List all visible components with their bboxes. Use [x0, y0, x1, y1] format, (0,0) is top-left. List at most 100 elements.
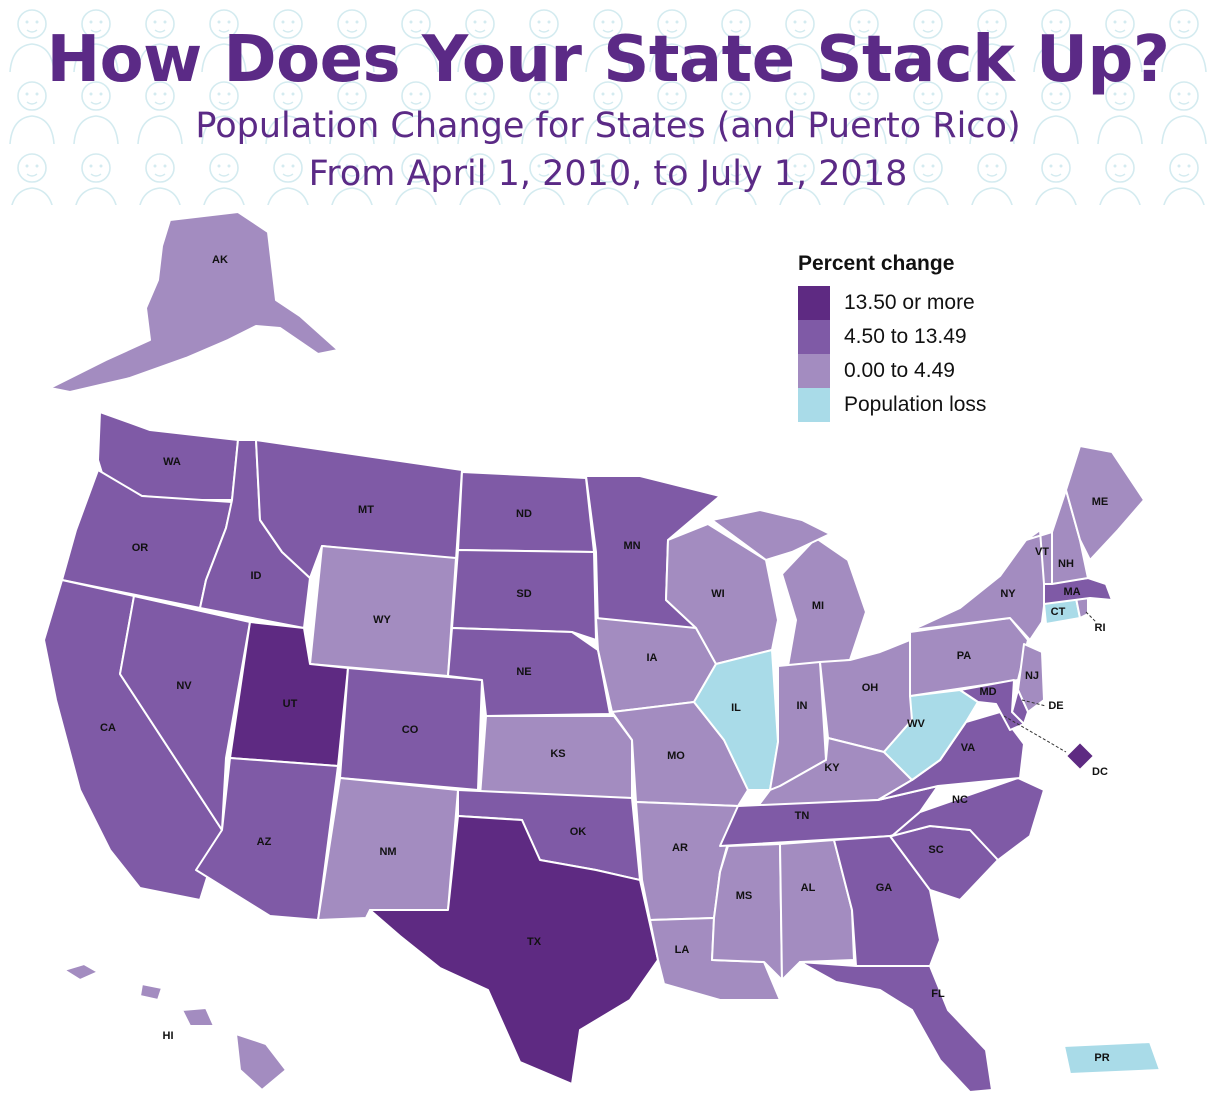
- state-label-hi: HI: [163, 1030, 174, 1042]
- state-hi: [235, 1033, 287, 1091]
- state-nc: [891, 777, 1045, 861]
- state-label-mi: MI: [812, 600, 824, 612]
- state-label-ct: CT: [1051, 606, 1066, 618]
- legend-title: Percent change: [798, 252, 955, 275]
- hawaii-island-small: [181, 1007, 215, 1027]
- state-pr: [1063, 1041, 1161, 1075]
- state-label-ms: MS: [736, 890, 753, 902]
- state-label-mo: MO: [667, 750, 685, 762]
- state-label-wi: WI: [711, 588, 724, 600]
- state-label-ky: KY: [824, 762, 840, 774]
- state-label-oh: OH: [862, 682, 879, 694]
- state-label-sc: SC: [928, 844, 943, 856]
- ri-leader-line: [1085, 611, 1097, 623]
- legend-swatch: [798, 354, 830, 388]
- state-az: [195, 757, 339, 921]
- state-label-de: DE: [1048, 700, 1063, 712]
- state-label-co: CO: [402, 724, 419, 736]
- subtitle-line-1: Population Change for States (and Puerto…: [195, 106, 1021, 146]
- state-label-wa: WA: [163, 456, 181, 468]
- state-label-ri: RI: [1095, 622, 1106, 634]
- state-label-ak: AK: [212, 254, 228, 266]
- state-labels: AK WA OR CA ID NV MT WY UT AZ CO NM ND SD NE KS OK TX MN IA…: [100, 254, 1110, 1064]
- state-label-il: IL: [731, 702, 741, 714]
- state-nh: [1051, 489, 1089, 585]
- legend: Percent change 13.50 or more 4.50 to 13.…: [798, 252, 1058, 422]
- state-wy: [309, 545, 457, 677]
- state-nj: [1017, 643, 1045, 713]
- state-label-fl: FL: [931, 988, 945, 1000]
- state-label-dc: DC: [1092, 766, 1108, 778]
- state-label-nc: NC: [952, 794, 968, 806]
- state-label-sd: SD: [516, 588, 531, 600]
- state-label-la: LA: [675, 944, 690, 956]
- state-fl: [799, 961, 993, 1093]
- legend-swatch: [798, 388, 830, 422]
- de-leader-line: [1021, 699, 1047, 707]
- state-sd: [451, 549, 597, 641]
- state-ks: [479, 715, 633, 799]
- state-mi: [781, 537, 867, 667]
- state-label-ar: AR: [672, 842, 688, 854]
- state-label-ne: NE: [516, 666, 531, 678]
- state-label-al: AL: [801, 882, 816, 894]
- state-label-nj: NJ: [1025, 670, 1039, 682]
- state-label-ma: MA: [1063, 586, 1080, 598]
- state-label-ok: OK: [570, 826, 587, 838]
- state-label-wy: WY: [373, 614, 391, 626]
- state-ak: [49, 211, 339, 393]
- state-label-nh: NH: [1058, 558, 1074, 570]
- state-label-ia: IA: [647, 652, 658, 664]
- state-tx: [369, 815, 659, 1085]
- state-md: [959, 679, 1025, 731]
- state-label-mn: MN: [623, 540, 640, 552]
- state-label-id: ID: [251, 570, 262, 582]
- header-pattern-background: [0, 0, 1216, 205]
- state-label-pa: PA: [957, 650, 972, 662]
- state-mi-upper-peninsula: [711, 509, 831, 561]
- legend-label: 0.00 to 4.49: [844, 359, 955, 382]
- state-label-wv: WV: [907, 718, 925, 730]
- state-label-md: MD: [979, 686, 996, 698]
- state-label-nv: NV: [176, 680, 192, 692]
- state-label-ga: GA: [876, 882, 893, 894]
- state-dc: [1065, 741, 1095, 771]
- legend-item-0-00-to-4-49: 0.00 to 4.49: [798, 354, 1058, 388]
- state-label-ks: KS: [550, 748, 565, 760]
- legend-item-population-loss: Population loss: [798, 388, 1058, 422]
- state-label-tx: TX: [527, 936, 542, 948]
- state-label-va: VA: [961, 742, 976, 754]
- legend-label: Population loss: [844, 393, 987, 416]
- state-nv: [119, 595, 251, 831]
- state-vt: [1025, 529, 1053, 585]
- hawaii-island-small: [139, 983, 163, 1001]
- legend-swatch: [798, 320, 830, 354]
- state-label-ut: UT: [283, 698, 298, 710]
- state-label-ny: NY: [1000, 588, 1016, 600]
- state-ms: [711, 843, 783, 981]
- state-il: [693, 649, 779, 791]
- state-label-nd: ND: [516, 508, 532, 520]
- page-title: How Does Your State Stack Up?: [46, 23, 1170, 97]
- state-label-tn: TN: [795, 810, 810, 822]
- dc-leader-line: [1003, 715, 1067, 753]
- state-label-pr: PR: [1094, 1052, 1109, 1064]
- legend-item-4-50-to-13-49: 4.50 to 13.49: [798, 320, 1058, 354]
- subtitle-line-2: From April 1, 2010, to July 1, 2018: [308, 154, 908, 194]
- state-label-in: IN: [797, 700, 808, 712]
- hawaii-island-small: [63, 963, 99, 981]
- state-label-nm: NM: [379, 846, 396, 858]
- state-label-me: ME: [1092, 496, 1109, 508]
- state-label-ca: CA: [100, 722, 116, 734]
- state-label-az: AZ: [257, 836, 272, 848]
- legend-label: 13.50 or more: [844, 291, 975, 314]
- state-label-vt: VT: [1035, 546, 1049, 558]
- state-label-mt: MT: [358, 504, 374, 516]
- legend-item-13-50-or-more: 13.50 or more: [798, 286, 1058, 320]
- legend-label: 4.50 to 13.49: [844, 325, 967, 348]
- legend-swatch: [798, 286, 830, 320]
- state-me: [1065, 445, 1145, 561]
- state-label-or: OR: [132, 542, 149, 554]
